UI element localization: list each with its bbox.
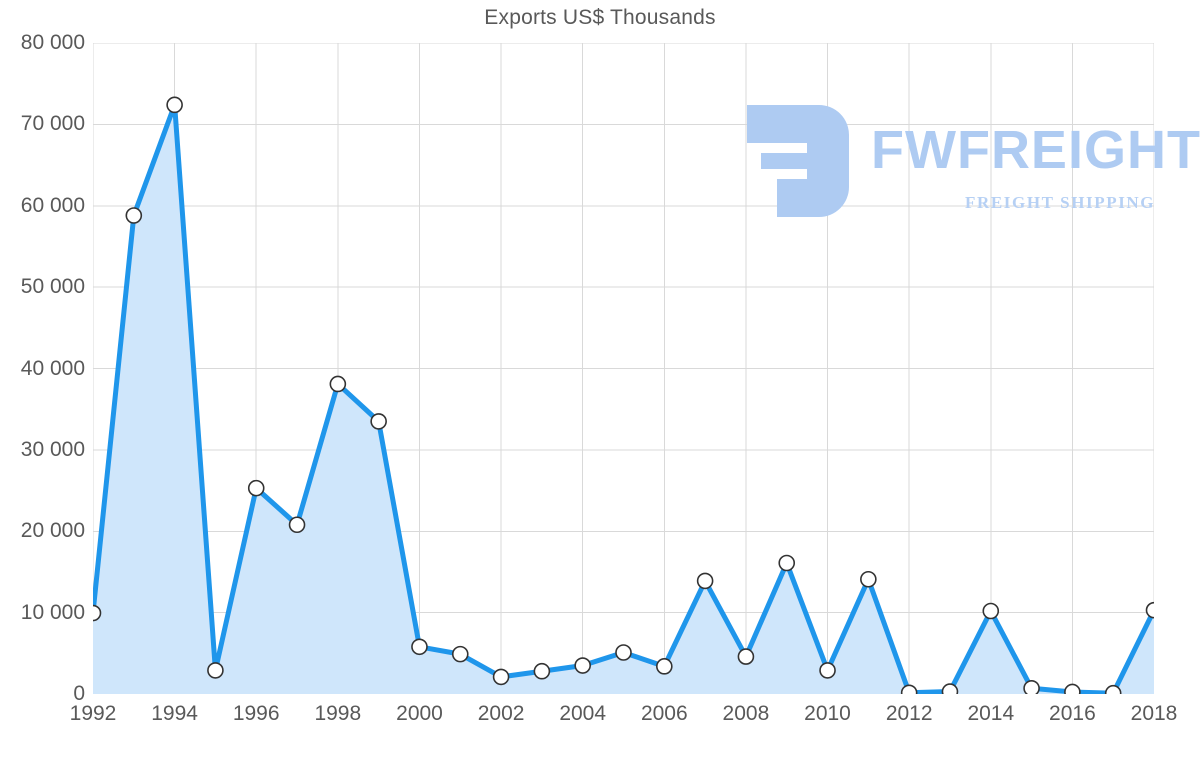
data-point-marker[interactable] [370, 413, 387, 430]
y-axis-tick-label: 20 000 [20, 519, 85, 543]
y-axis-tick-label: 40 000 [20, 356, 85, 380]
data-point-marker[interactable] [819, 662, 836, 679]
data-point-marker[interactable] [329, 375, 347, 393]
data-point-marker[interactable] [1104, 684, 1122, 694]
data-point-marker[interactable] [247, 479, 265, 497]
x-axis-tick-label: 2012 [885, 702, 933, 725]
x-axis-tick-label: 2016 [1049, 702, 1096, 725]
data-point-marker[interactable] [533, 662, 551, 680]
data-point-marker[interactable] [492, 668, 510, 686]
data-point-marker[interactable] [1145, 601, 1155, 619]
data-point-marker[interactable] [656, 658, 673, 675]
x-axis-tick-label: 2008 [722, 702, 770, 725]
x-axis-tick-label: 1996 [232, 702, 280, 725]
x-axis-tick-label: 2004 [559, 702, 607, 725]
y-axis-tick-label: 0 [73, 682, 85, 705]
x-axis-tick-label: 2006 [640, 702, 688, 725]
x-axis-tick-label: 1994 [151, 702, 198, 725]
x-axis-tick-label: 1998 [314, 702, 362, 725]
x-axis-tick-label: 2014 [967, 702, 1015, 725]
data-point-marker[interactable] [778, 554, 796, 572]
data-point-marker[interactable] [860, 570, 877, 588]
data-point-marker[interactable] [941, 683, 959, 694]
data-point-marker[interactable] [615, 644, 632, 661]
x-axis-tick-label: 2002 [477, 702, 525, 725]
y-axis-tick-label: 10 000 [20, 600, 85, 624]
y-axis-tick-label: 80 000 [20, 31, 85, 54]
data-point-marker[interactable] [900, 684, 918, 694]
data-point-marker[interactable] [207, 662, 224, 679]
data-point-marker[interactable] [93, 604, 102, 622]
y-axis-tick-label: 70 000 [20, 112, 85, 136]
x-axis-tick-label: 2018 [1130, 702, 1178, 725]
x-axis: 1992 1994 1996 1998 2000 2002 2004 2006 2008 2010… [70, 702, 1178, 736]
y-axis: 0 10 000 20 000 30 000 40 000 50 000 60 000 70 … [0, 31, 85, 705]
chart-plot-svg [93, 43, 1154, 694]
data-point-marker[interactable] [451, 645, 469, 663]
data-point-marker[interactable] [125, 207, 143, 224]
y-axis-tick-label: 60 000 [20, 193, 85, 217]
chart-title: Exports US$ Thousands [484, 6, 716, 29]
data-point-marker[interactable] [288, 516, 306, 534]
data-point-marker[interactable] [411, 638, 428, 656]
x-axis-tick-label: 1992 [69, 702, 117, 725]
x-axis-tick-label: 2000 [396, 702, 443, 725]
data-point-marker[interactable] [574, 657, 591, 674]
data-point-marker[interactable] [166, 96, 183, 114]
data-point-marker[interactable] [1064, 683, 1081, 694]
data-point-markers [93, 96, 1155, 694]
data-point-marker[interactable] [1023, 680, 1040, 694]
data-point-marker[interactable] [982, 602, 1000, 620]
y-axis-tick-label: 50 000 [20, 275, 85, 299]
data-point-marker[interactable] [696, 572, 714, 590]
plot-area: FWFREIGHT FREIGHT SHIPPING [93, 43, 1200, 694]
y-axis-tick-label: 30 000 [20, 437, 85, 461]
data-point-marker[interactable] [737, 648, 755, 665]
area-fill [93, 104, 1154, 694]
x-axis-tick-label: 2010 [804, 702, 851, 725]
